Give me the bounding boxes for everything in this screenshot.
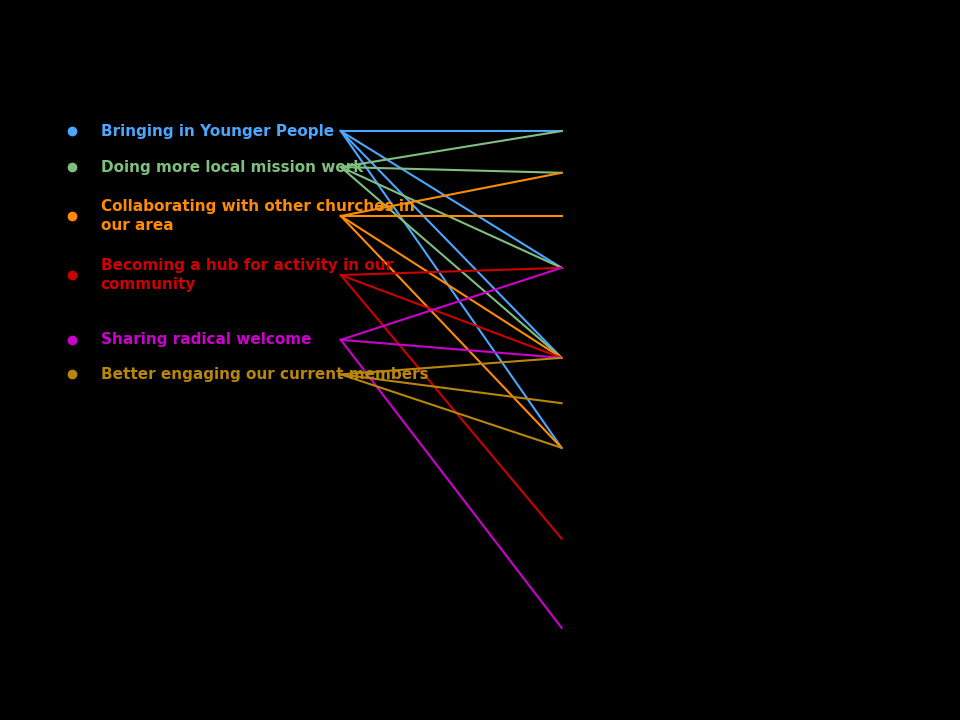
- Text: Doing more local mission work: Doing more local mission work: [101, 160, 363, 174]
- Text: Bringing in Younger People: Bringing in Younger People: [101, 124, 334, 138]
- Text: Sharing radical welcome: Sharing radical welcome: [101, 333, 311, 347]
- Text: Better engaging our current members: Better engaging our current members: [101, 367, 428, 382]
- Text: Becoming a hub for activity in our
community: Becoming a hub for activity in our commu…: [101, 258, 393, 292]
- Text: Collaborating with other churches in
our area: Collaborating with other churches in our…: [101, 199, 415, 233]
